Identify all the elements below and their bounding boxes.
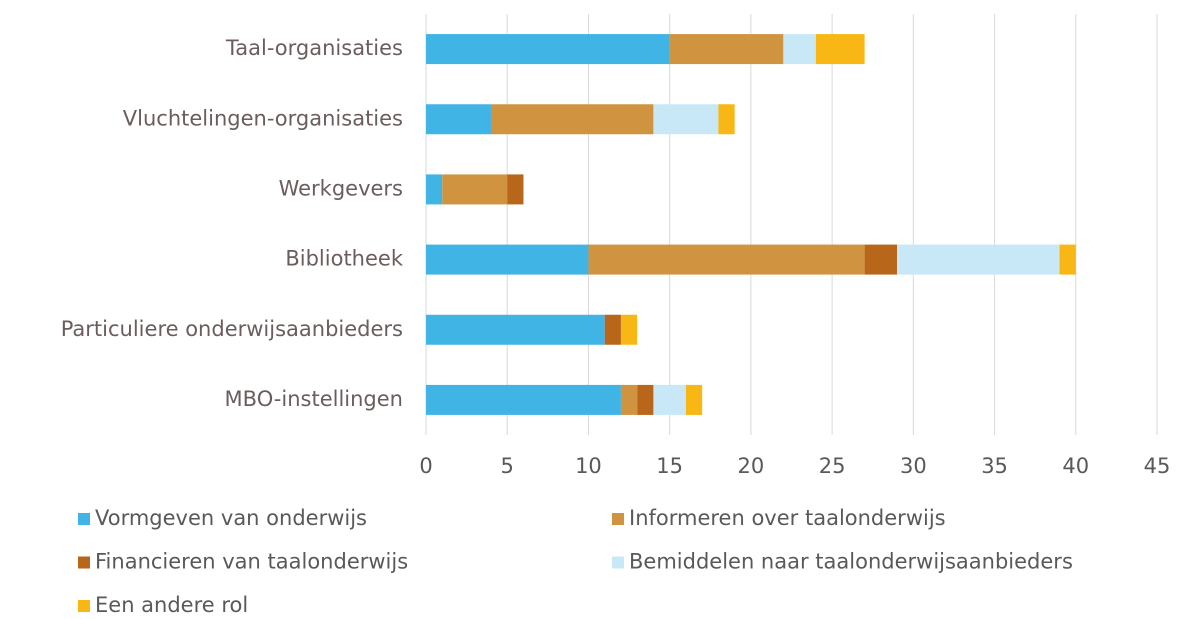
x-tick-label: 0 <box>419 454 432 478</box>
bar-segment <box>588 244 865 275</box>
legend-label: Vormgeven van onderwijs <box>95 506 367 530</box>
legend-swatch <box>612 513 624 525</box>
bar-segment <box>685 384 703 415</box>
category-label: Werkgevers <box>279 176 403 200</box>
category-label: Vluchtelingen-organisaties <box>123 106 403 130</box>
legend-swatch <box>78 556 90 569</box>
bar-segment <box>426 384 621 415</box>
bar-segment <box>490 104 654 135</box>
x-tick-label: 20 <box>738 454 765 478</box>
category-label: MBO-instellingen <box>225 387 403 411</box>
x-tick-label: 5 <box>501 454 514 478</box>
legend-swatch <box>78 600 90 612</box>
bar-segment <box>426 104 491 135</box>
x-tick-label: 15 <box>656 454 683 478</box>
category-label: Particuliere onderwijsaanbieders <box>61 317 403 341</box>
legend-swatch <box>612 556 624 569</box>
x-tick-label: 30 <box>900 454 927 478</box>
bar-segment <box>783 34 816 65</box>
bar-segment <box>718 104 735 135</box>
category-label: Taal-organisaties <box>225 36 403 60</box>
bar-segment <box>669 34 784 65</box>
x-tick-label: 45 <box>1144 454 1171 478</box>
bar-segment <box>426 244 589 275</box>
bar-segment <box>426 34 670 65</box>
bar-segment <box>637 384 654 415</box>
legend-label: Informeren over taalonderwijs <box>629 506 946 530</box>
bar-segment <box>620 384 638 415</box>
x-tick-label: 40 <box>1062 454 1089 478</box>
bar-segment <box>897 244 1060 275</box>
legend-label: Bemiddelen naar taalonderwijsaanbieders <box>629 550 1073 574</box>
bar-segment <box>1059 244 1076 275</box>
x-tick-label: 10 <box>575 454 602 478</box>
bar-segment <box>653 384 686 415</box>
bar-segment <box>507 174 524 205</box>
x-tick-label: 25 <box>819 454 846 478</box>
bar-segment <box>864 244 898 275</box>
bar-segment <box>604 314 621 345</box>
x-tick-label: 35 <box>981 454 1008 478</box>
bar-segment <box>620 314 638 345</box>
bar-segment <box>426 314 605 345</box>
bar-segment <box>815 34 865 65</box>
bar-segment <box>653 104 719 135</box>
legend-label: Een andere rol <box>95 593 248 617</box>
bar-segment <box>426 174 443 205</box>
category-label: Bibliotheek <box>285 247 403 271</box>
legend-label: Financieren van taalonderwijs <box>95 550 408 574</box>
legend-swatch <box>78 513 90 525</box>
bar-segment <box>442 174 508 205</box>
